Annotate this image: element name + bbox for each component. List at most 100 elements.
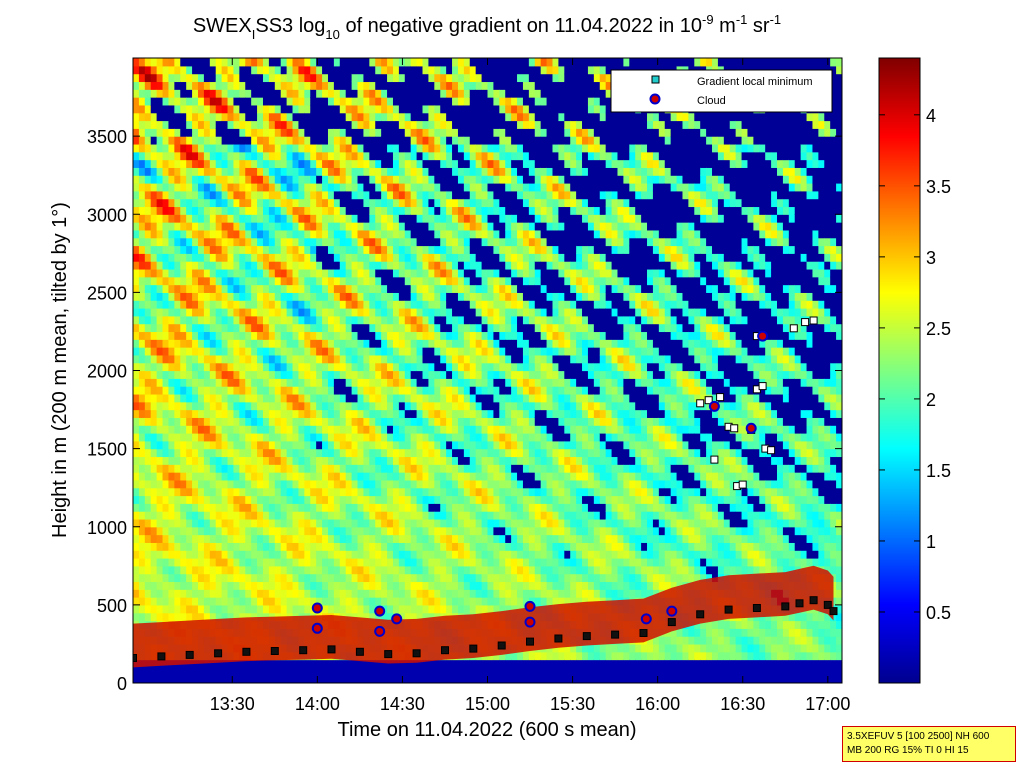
heatmap-cell [168, 175, 175, 184]
heatmap-cell [422, 393, 430, 403]
heatmap-cell [156, 65, 164, 75]
heatmap-cell [174, 276, 181, 286]
heatmap-cell [487, 675, 495, 683]
heatmap-cell [186, 300, 193, 309]
heatmap-cell [357, 417, 365, 426]
heatmap-cell [345, 276, 353, 286]
heatmap-cell [203, 597, 211, 606]
heatmap-cell [410, 237, 418, 247]
heatmap-cell [268, 597, 276, 606]
heatmap-cell [387, 456, 394, 465]
heatmap-cell [410, 589, 418, 598]
heatmap-cell [327, 58, 335, 67]
heatmap-cell [327, 659, 335, 668]
heatmap-cell [487, 558, 495, 567]
heatmap-cell [180, 253, 187, 262]
heatmap-cell [209, 518, 217, 528]
heatmap-cell [286, 120, 294, 129]
heatmap-cell [197, 456, 205, 465]
heatmap-cell [398, 425, 406, 434]
heatmap-cell [186, 409, 193, 418]
heatmap-cell [357, 229, 365, 239]
heatmap-cell [398, 604, 406, 614]
heatmap-cell [452, 128, 459, 137]
heatmap-cell [481, 425, 489, 434]
heatmap-cell [457, 261, 465, 270]
heatmap-cell [168, 261, 175, 270]
heatmap-cell [363, 261, 370, 270]
heatmap-cell [310, 659, 317, 668]
heatmap-cell [245, 440, 252, 450]
heatmap-cell [369, 425, 376, 434]
heatmap-cell [428, 487, 435, 497]
heatmap-cell [428, 503, 435, 512]
heatmap-cell [192, 58, 199, 67]
heatmap-cell [304, 487, 311, 497]
heatmap-cell [245, 526, 252, 536]
heatmap-cell [304, 300, 311, 309]
heatmap-cell [251, 542, 258, 551]
heatmap-cell [274, 308, 282, 317]
heatmap-cell [168, 378, 175, 387]
heatmap-cell [375, 245, 382, 254]
heatmap-cell [475, 112, 483, 122]
heatmap-cell [316, 81, 323, 90]
heatmap-cell [310, 261, 317, 270]
heatmap-cell [316, 597, 323, 606]
heatmap-cell [286, 245, 294, 254]
heatmap-cell [304, 128, 311, 137]
heatmap-cell [416, 659, 424, 668]
heatmap-cell [316, 386, 323, 395]
heatmap-cell [475, 558, 483, 567]
heatmap-cell [233, 284, 240, 293]
heatmap-cell [168, 323, 175, 333]
heatmap-cell [133, 612, 140, 622]
heatmap-cell [493, 81, 500, 90]
heatmap-cell [345, 409, 353, 418]
heatmap-cell [209, 198, 217, 208]
heatmap-cell [215, 401, 223, 411]
heatmap-cell [333, 675, 341, 683]
heatmap-cell [156, 542, 164, 551]
heatmap-cell [457, 597, 465, 606]
heatmap-cell [197, 550, 205, 559]
heatmap-cell [428, 479, 435, 489]
heatmap-cell [404, 409, 412, 418]
heatmap-cell [251, 495, 258, 504]
heatmap-cell [316, 378, 323, 387]
heatmap-cell [404, 518, 412, 528]
heatmap-cell [381, 97, 388, 106]
heatmap-cell [197, 89, 205, 98]
heatmap-cell [434, 323, 441, 333]
heatmap-cell [475, 237, 483, 247]
heatmap-cell [422, 245, 430, 254]
heatmap-cell [345, 120, 353, 129]
heatmap-cell [197, 589, 205, 598]
heatmap-cell [209, 222, 217, 231]
heatmap-cell [428, 190, 435, 200]
heatmap-cell [446, 534, 453, 543]
heatmap-cell [197, 261, 205, 270]
heatmap-cell [310, 112, 317, 122]
heatmap-cell [410, 393, 418, 403]
heatmap-cell [221, 401, 229, 411]
heatmap-cell [493, 159, 500, 168]
heatmap-cell [398, 120, 406, 129]
heatmap-cell [381, 589, 388, 598]
heatmap-cell [440, 362, 447, 372]
heatmap-cell [493, 675, 500, 683]
heatmap-cell [463, 386, 471, 395]
heatmap-cell [339, 198, 347, 208]
heatmap-cell [251, 558, 258, 567]
heatmap-cell [262, 667, 270, 676]
heatmap-cell [316, 339, 323, 348]
heatmap-cell [322, 472, 329, 481]
heatmap-cell [209, 268, 217, 278]
heatmap-cell [203, 464, 211, 473]
heatmap-cell [203, 143, 211, 153]
heatmap-cell [369, 276, 376, 286]
heatmap-cell [174, 604, 181, 614]
heatmap-cell [327, 97, 335, 106]
heatmap-cell [180, 433, 187, 442]
heatmap-cell [475, 487, 483, 497]
